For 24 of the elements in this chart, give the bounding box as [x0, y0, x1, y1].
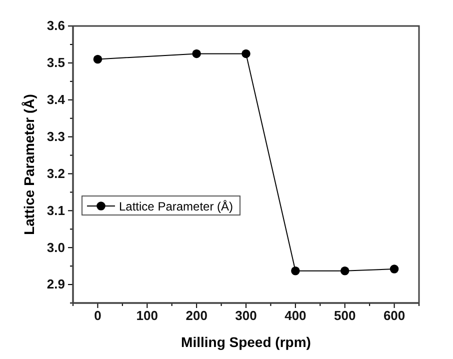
- x-axis-title: Milling Speed (rpm): [181, 334, 311, 350]
- y-tick-label: 3.5: [46, 55, 65, 70]
- point: [291, 266, 300, 276]
- x-tick-label: 0: [94, 308, 102, 324]
- y-tick-label: 3.0: [46, 240, 65, 255]
- x-tick-label: 100: [136, 308, 158, 324]
- x-tick-label: 500: [334, 308, 356, 324]
- y-tick-label: 3.2: [46, 166, 65, 181]
- x-tick-label: 400: [284, 308, 306, 324]
- point: [242, 49, 250, 58]
- y-tick-label: 2.9: [46, 276, 65, 292]
- point: [93, 54, 102, 64]
- x-tick-label: 600: [383, 308, 406, 324]
- x-tick-label: 200: [186, 308, 208, 324]
- point: [192, 49, 201, 58]
- point: [340, 266, 350, 276]
- x-tick-label: 300: [235, 308, 257, 324]
- y-tick-label: 3.4: [46, 92, 66, 108]
- y-tick-label: 3.3: [46, 128, 65, 144]
- y-tick-label: 3.1: [46, 202, 65, 218]
- legend-label: Lattice Parameter (Å): [119, 200, 234, 214]
- y-axis-title: Lattice Parameter (Å): [21, 94, 37, 235]
- point: [390, 264, 399, 274]
- y-tick-label: 3.6: [46, 18, 65, 34]
